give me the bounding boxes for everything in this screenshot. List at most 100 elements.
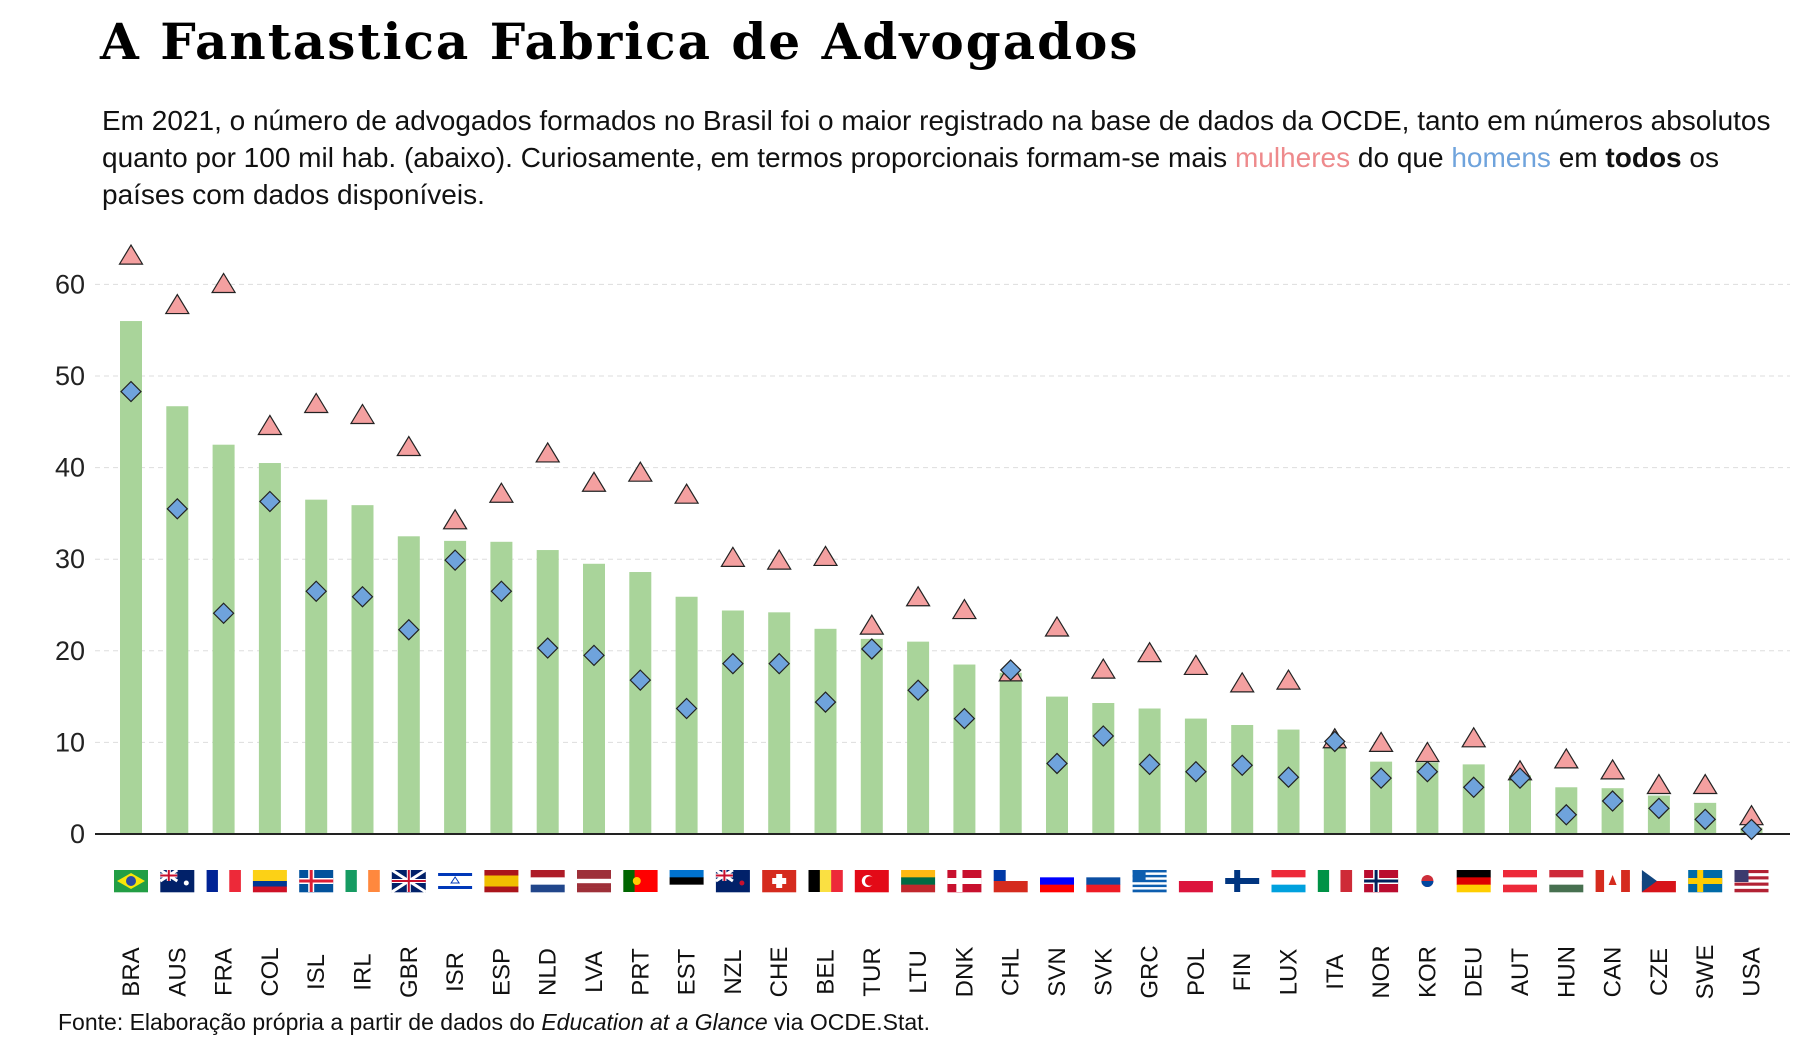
chart-subtitle: Em 2021, o número de advogados formados … — [102, 102, 1782, 213]
x-tick-label: DEU — [1461, 947, 1488, 998]
men-marker-prt — [629, 669, 652, 691]
bar-bra — [120, 321, 142, 834]
x-tick-label: GBR — [396, 946, 423, 998]
chart-title: A Fantastica Fabrica de Advogados — [100, 12, 1140, 71]
bar-svk — [1092, 703, 1115, 834]
men-marker-svn — [1046, 752, 1068, 775]
flag-spain-icon — [484, 870, 519, 893]
men-marker-chl — [999, 659, 1022, 681]
x-tick-label: CHE — [766, 947, 793, 998]
subtitle-text: do que — [1350, 142, 1452, 173]
y-tick-label: 10 — [55, 727, 85, 757]
x-tick-label: EST — [674, 948, 701, 995]
women-marker-col — [257, 414, 283, 436]
flag-netherlands-icon — [530, 870, 565, 893]
men-marker-swe — [1694, 808, 1717, 831]
women-marker-esp — [488, 482, 514, 503]
men-marker-lux — [1277, 766, 1300, 789]
x-tick-label: FIN — [1229, 953, 1256, 992]
women-marker-tur — [859, 613, 885, 635]
x-tick-label: NLD — [535, 948, 562, 996]
x-tick-label: SVN — [1044, 947, 1071, 996]
flag-australia-icon — [159, 868, 195, 893]
x-tick-label: TUR — [859, 947, 886, 996]
source-prefix: Fonte: Elaboração própria a partir de da… — [58, 1009, 542, 1035]
x-tick-label: CZE — [1646, 948, 1673, 996]
men-marker-ita — [1323, 730, 1346, 753]
flag-slovenia-icon — [1040, 870, 1074, 893]
men-marker-kor — [1416, 760, 1439, 783]
flag-switzerland-icon — [762, 870, 797, 893]
x-tick-label: KOR — [1414, 946, 1441, 998]
women-marker-ltu — [905, 585, 931, 607]
flag-austria-icon — [1503, 870, 1537, 893]
bars — [120, 321, 1763, 834]
x-tick-label: POL — [1183, 948, 1210, 996]
source-note: Fonte: Elaboração própria a partir de da… — [58, 1009, 930, 1036]
x-tick-label: LVA — [581, 951, 608, 993]
flag-canada-icon — [1595, 870, 1630, 892]
women-marker-che — [766, 548, 792, 570]
y-tick-label: 60 — [55, 269, 85, 299]
bar-bel — [814, 628, 837, 834]
bar-fin — [1231, 724, 1254, 834]
flag-hungary-icon — [1549, 870, 1584, 893]
flag-chile-icon — [993, 870, 1028, 893]
men-marker-col — [259, 490, 281, 513]
flag-iceland-icon — [299, 870, 334, 893]
women-markers — [118, 243, 1765, 826]
flag-usa-icon — [1734, 870, 1769, 893]
source-publication: Education at a Glance — [541, 1009, 768, 1035]
x-tick-label: PRT — [627, 948, 654, 996]
bar-chl — [999, 672, 1022, 834]
bar-ltu — [907, 641, 930, 834]
men-marker-svk — [1092, 725, 1115, 747]
subtitle-text: os países com dados disponíveis. — [102, 142, 1719, 210]
flag-israel-icon — [438, 870, 473, 893]
flag-brazil-icon — [114, 870, 148, 893]
bar-che — [768, 612, 791, 834]
women-marker-nor — [1368, 731, 1394, 753]
men-marker-can — [1601, 790, 1624, 812]
men-marker-nor — [1370, 767, 1392, 789]
flag-france-icon — [206, 870, 241, 892]
flag-south-korea-icon — [1410, 870, 1445, 893]
x-axis-labels: BRA AUS FRA COL ISL IRL GBR ISR ESP NLD LVA PRT EST N… — [118, 945, 1766, 1000]
flag-germany-icon — [1456, 870, 1491, 893]
women-marker-prt — [627, 461, 653, 482]
bar-esp — [490, 541, 513, 834]
bar-dnk — [953, 664, 976, 834]
x-tick-label: BRA — [118, 947, 145, 996]
women-marker-isr — [442, 508, 468, 530]
women-marker-cze — [1646, 773, 1672, 795]
women-marker-svk — [1090, 657, 1116, 679]
x-tick-label: NZL — [720, 949, 747, 994]
x-tick-label: ISL — [303, 954, 330, 990]
bar-deu — [1462, 764, 1485, 834]
men-marker-fin — [1231, 754, 1254, 777]
flag-portugal-icon — [623, 870, 658, 892]
men-markers — [120, 380, 1763, 841]
gridlines — [95, 283, 1790, 743]
y-tick-label: 30 — [55, 544, 85, 574]
bar-tur — [860, 638, 883, 834]
men-marker-grc — [1138, 753, 1161, 776]
x-tick-label: IRL — [350, 953, 377, 990]
men-marker-isr — [444, 549, 466, 571]
women-marker-svn — [1044, 615, 1070, 637]
bar-col — [258, 463, 281, 834]
x-tick-label: USA — [1739, 947, 1766, 996]
x-tick-label: BEL — [813, 949, 840, 994]
men-marker-nld — [536, 637, 559, 659]
x-tick-label: NOR — [1368, 945, 1395, 998]
men-marker-tur — [860, 638, 883, 660]
women-marker-nzl — [720, 546, 746, 567]
flag-denmark-icon — [947, 870, 982, 893]
flag-czechia-icon — [1641, 870, 1676, 893]
y-axis-ticks: 0 10 20 30 40 50 60 — [55, 269, 85, 849]
women-marker-nld — [535, 441, 561, 463]
x-tick-label: SVK — [1090, 948, 1117, 996]
flag-slovakia-icon — [1086, 870, 1121, 893]
women-marker-can — [1600, 758, 1626, 780]
lawyers-chart: 0 10 20 30 40 50 60 BRA AUS FRA COL ISL IRL GBR ISR ES… — [55, 243, 1790, 1000]
